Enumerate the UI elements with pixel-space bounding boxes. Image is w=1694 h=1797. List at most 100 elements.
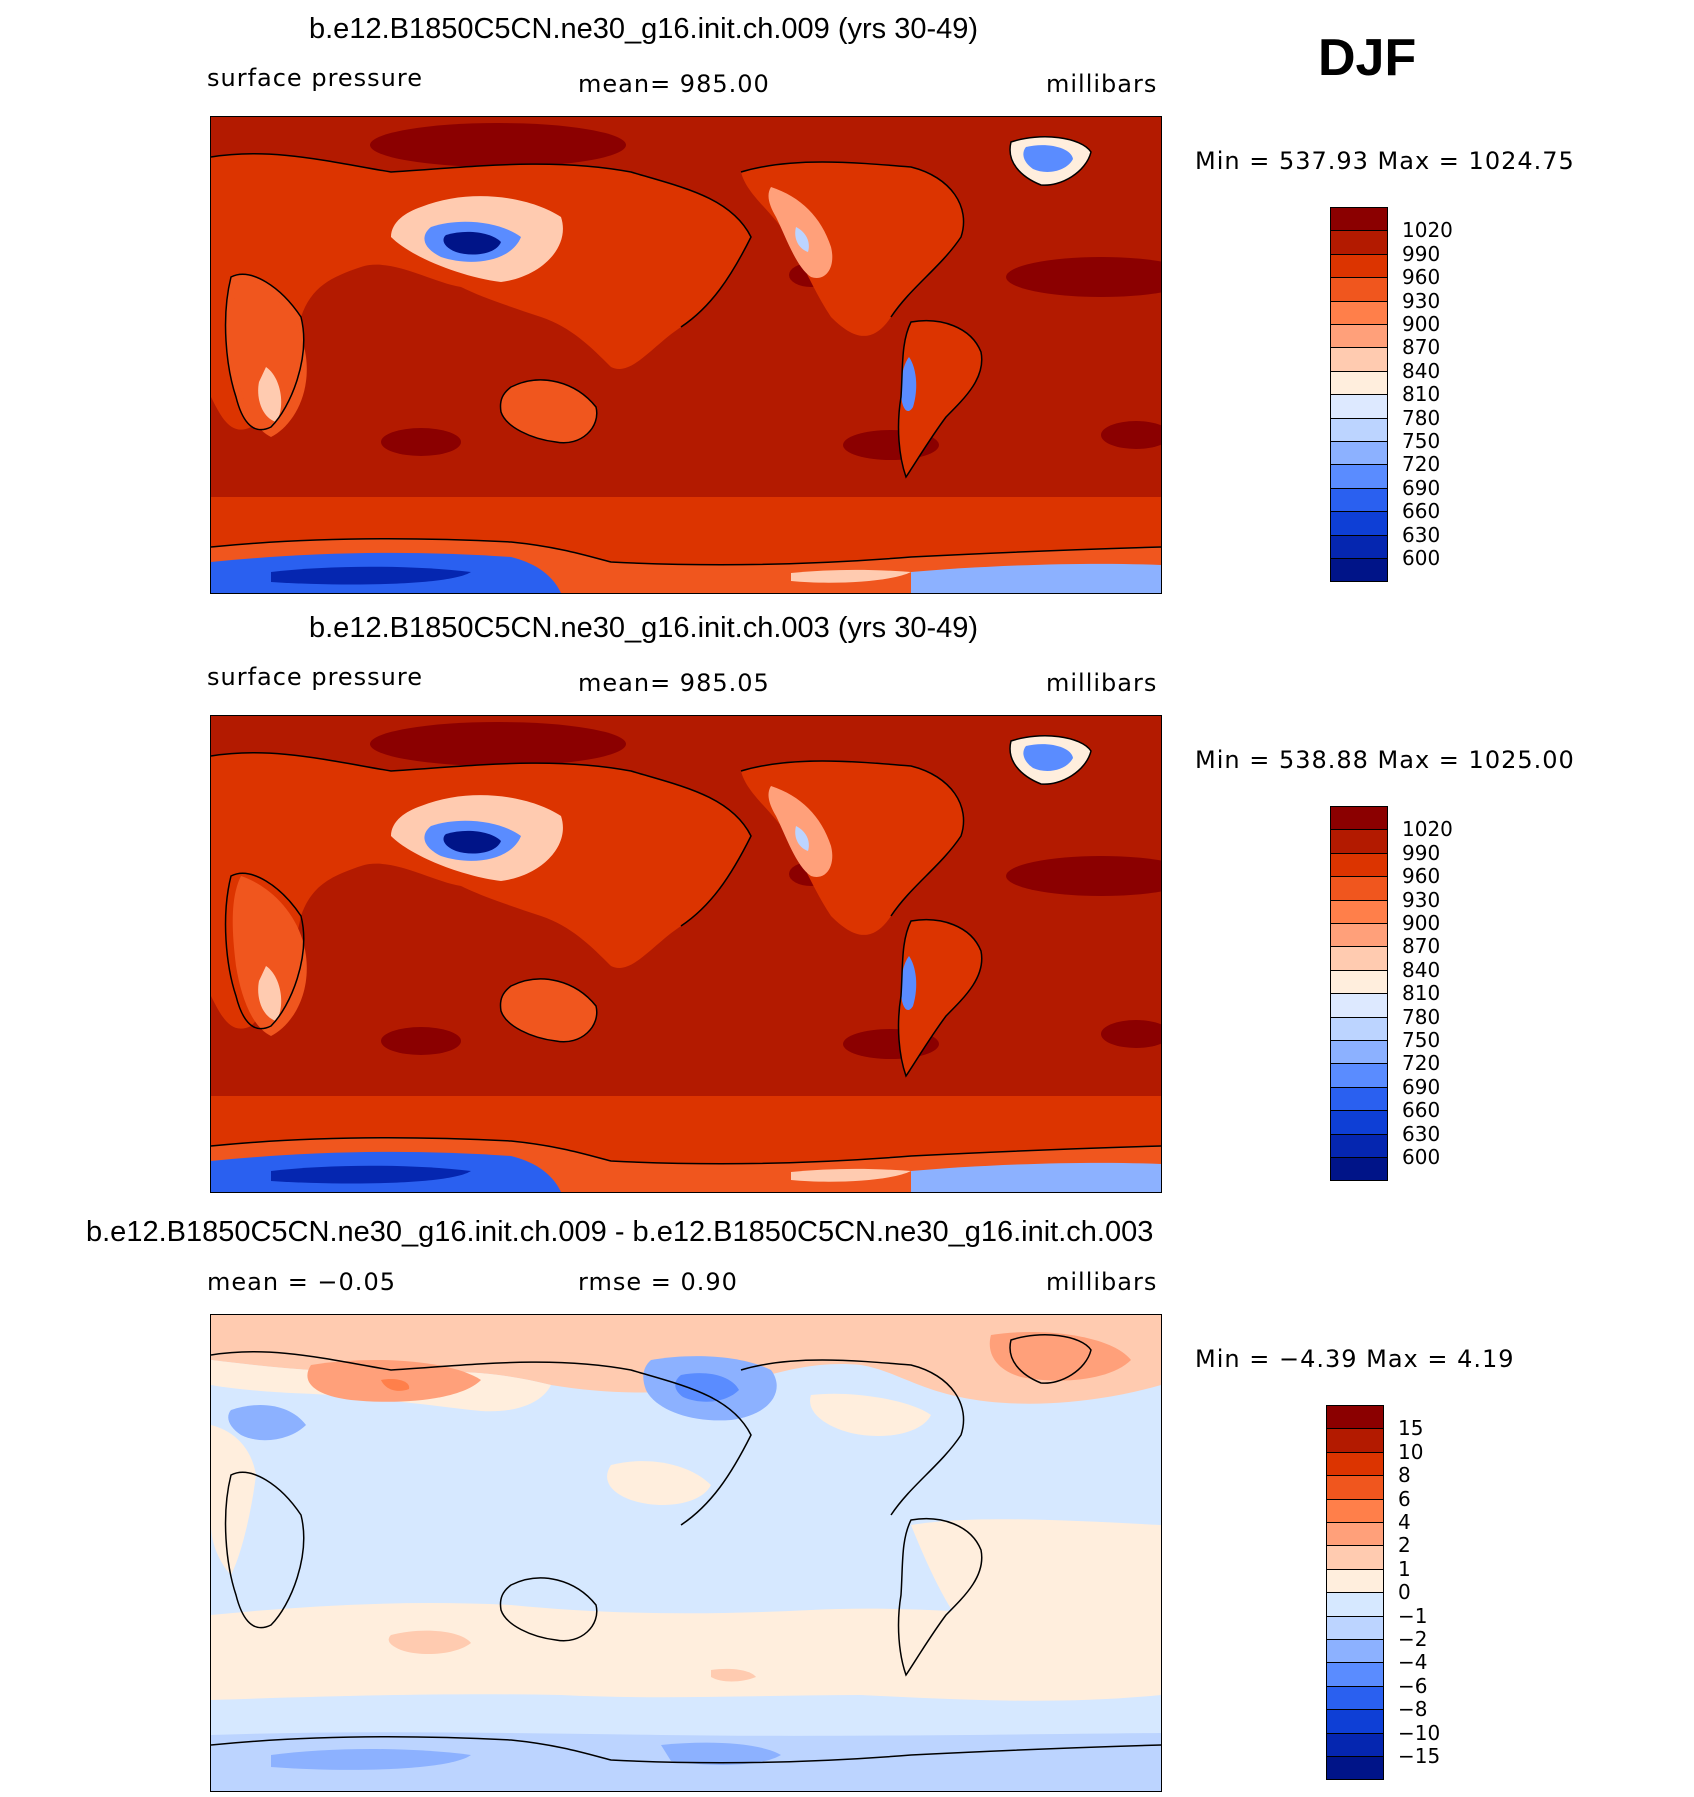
colorbar-label: 660 — [1402, 499, 1441, 524]
panel-1-map-svg — [211, 117, 1161, 593]
colorbar-swatch — [1330, 1086, 1388, 1112]
colorbar-label: 720 — [1402, 452, 1441, 477]
colorbar-label: 1 — [1398, 1556, 1411, 1581]
colorbar-swatch — [1330, 534, 1388, 559]
colorbar-label: −8 — [1398, 1697, 1428, 1722]
colorbar-label: −2 — [1398, 1627, 1428, 1651]
colorbar-swatch — [1330, 876, 1388, 901]
colorbar-label: −1 — [1398, 1603, 1428, 1628]
colorbar-label: 810 — [1402, 981, 1441, 1006]
panel-1-variable-label: surface pressure — [207, 64, 423, 92]
season-label: DJF — [1318, 29, 1417, 87]
colorbar-swatch — [1326, 1475, 1384, 1500]
panel-2-mean-label: mean= 985.05 — [578, 669, 770, 697]
colorbar-label: 600 — [1402, 546, 1441, 570]
panel-2-minmax: Min = 538.88 Max = 1025.00 — [1195, 746, 1575, 774]
colorbar-swatch — [1330, 277, 1388, 302]
colorbar-label: −4 — [1398, 1650, 1428, 1675]
colorbar-label: 840 — [1402, 957, 1441, 982]
panel-1-title: b.e12.B1850C5CN.ne30_g16.init.ch.009 (yr… — [309, 13, 979, 45]
colorbar-label: 4 — [1398, 1510, 1411, 1534]
colorbar-label: 1020 — [1402, 218, 1453, 243]
colorbar-swatch — [1330, 370, 1388, 396]
colorbar-swatch — [1330, 347, 1388, 372]
colorbar-label: 630 — [1402, 522, 1441, 547]
colorbar-label: 840 — [1402, 358, 1441, 383]
colorbar-label: 630 — [1402, 1121, 1441, 1146]
colorbar-label: 780 — [1402, 405, 1441, 430]
colorbar-swatch — [1326, 1451, 1384, 1477]
panel-3-title: b.e12.B1850C5CN.ne30_g16.init.ch.009 - b… — [86, 1216, 1154, 1248]
colorbar-swatch — [1330, 946, 1388, 971]
colorbar-swatch — [1330, 230, 1388, 255]
colorbar-swatch — [1326, 1685, 1384, 1711]
panel-1-mean-label: mean= 985.00 — [578, 70, 770, 98]
panel-2-map — [210, 715, 1162, 1193]
colorbar-label: 930 — [1402, 288, 1441, 313]
colorbar-label: 930 — [1402, 887, 1441, 912]
colorbar-label: 990 — [1402, 840, 1441, 865]
panel-3-rmse-label: rmse = 0.90 — [578, 1268, 738, 1296]
colorbar-swatch — [1330, 324, 1388, 349]
colorbar-swatch — [1330, 487, 1388, 513]
colorbar-label: 15 — [1398, 1416, 1424, 1441]
colorbar-swatch — [1326, 1568, 1384, 1594]
colorbar-label: 960 — [1402, 864, 1441, 889]
colorbar-label: 690 — [1402, 1074, 1441, 1099]
colorbar-swatch — [1326, 1428, 1384, 1453]
colorbar-swatch — [1330, 1110, 1388, 1135]
colorbar-swatch — [1330, 300, 1388, 325]
panel-3-mean-label: mean = −0.05 — [207, 1268, 396, 1296]
colorbar-swatch — [1330, 806, 1388, 831]
panel-2-map-svg — [211, 716, 1161, 1192]
colorbar-swatch — [1326, 1498, 1384, 1523]
colorbar-label: 690 — [1402, 475, 1441, 500]
colorbar-label: 720 — [1402, 1051, 1441, 1076]
colorbar-swatch — [1330, 253, 1388, 279]
colorbar-swatch — [1326, 1756, 1384, 1781]
colorbar-swatch — [1326, 1405, 1384, 1430]
colorbar-swatch — [1326, 1522, 1384, 1547]
colorbar-swatch — [1330, 464, 1388, 489]
colorbar-swatch — [1326, 1709, 1384, 1734]
colorbar-label: 750 — [1402, 429, 1441, 453]
colorbar-label: 750 — [1402, 1028, 1441, 1052]
panel-1-minmax: Min = 537.93 Max = 1024.75 — [1195, 147, 1575, 175]
colorbar-label: 870 — [1402, 934, 1441, 959]
panel-2-variable-label: surface pressure — [207, 663, 423, 691]
colorbar-label: 870 — [1402, 335, 1441, 360]
colorbar-label: 960 — [1402, 265, 1441, 290]
colorbar-label: 810 — [1402, 382, 1441, 407]
colorbar-swatch — [1330, 993, 1388, 1018]
colorbar-swatch — [1326, 1615, 1384, 1640]
colorbar-swatch — [1326, 1545, 1384, 1570]
colorbar-label: 990 — [1402, 241, 1441, 266]
colorbar-swatch — [1326, 1639, 1384, 1664]
colorbar-swatch — [1330, 511, 1388, 536]
colorbar-swatch — [1330, 417, 1388, 442]
colorbar-swatch — [1326, 1732, 1384, 1757]
colorbar-swatch — [1326, 1592, 1384, 1617]
colorbar-label: 900 — [1402, 911, 1441, 935]
colorbar-swatch — [1330, 441, 1388, 466]
colorbar-swatch — [1330, 899, 1388, 924]
colorbar-label: 780 — [1402, 1004, 1441, 1029]
panel-1-map — [210, 116, 1162, 594]
colorbar-swatch — [1330, 969, 1388, 995]
colorbar-swatch — [1326, 1662, 1384, 1687]
colorbar-swatch — [1330, 1157, 1388, 1182]
colorbar-swatch — [1330, 1040, 1388, 1065]
colorbar-swatch — [1330, 1016, 1388, 1041]
colorbar-swatch — [1330, 558, 1388, 583]
colorbar-label: −10 — [1398, 1720, 1441, 1745]
colorbar-label: 0 — [1398, 1580, 1411, 1605]
colorbar-label: −15 — [1398, 1744, 1441, 1768]
panel-2-title: b.e12.B1850C5CN.ne30_g16.init.ch.003 (yr… — [309, 612, 979, 644]
colorbar-label: 1020 — [1402, 817, 1453, 842]
colorbar-swatch — [1330, 923, 1388, 948]
panel-1-units: millibars — [1046, 70, 1158, 98]
panel-3-map — [210, 1314, 1162, 1792]
colorbar-swatch — [1330, 852, 1388, 878]
colorbar-label: 6 — [1398, 1486, 1411, 1511]
colorbar-swatch — [1330, 1063, 1388, 1088]
